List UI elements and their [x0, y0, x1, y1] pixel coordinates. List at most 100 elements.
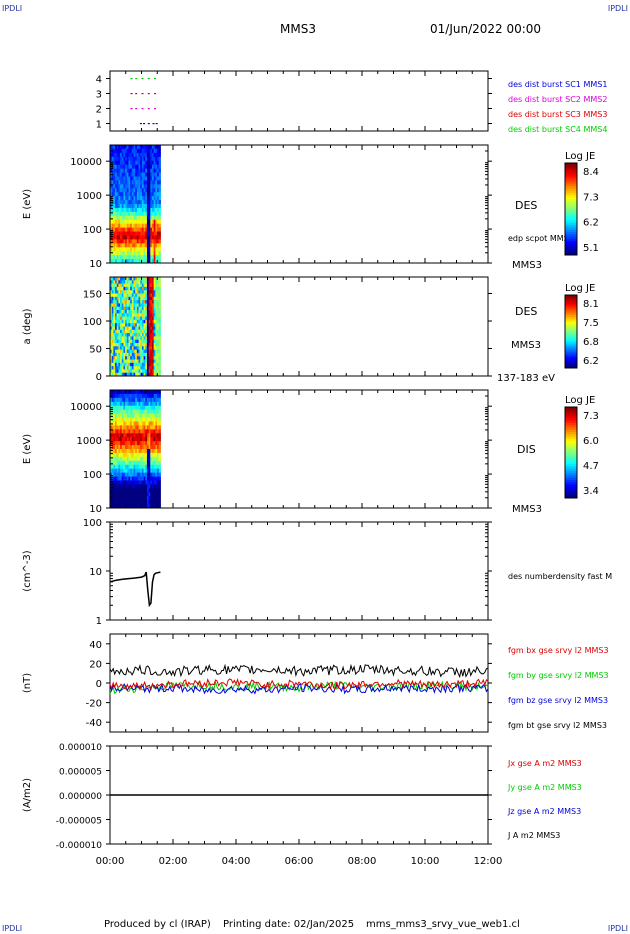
colorbar-tick-label: 6.2 — [583, 218, 599, 229]
spectrogram-cell — [157, 168, 160, 174]
spectrogram-cell — [148, 204, 151, 209]
spectrogram-cell — [121, 168, 124, 174]
spectrogram-cell — [157, 306, 160, 311]
spectrogram-cell — [152, 156, 155, 162]
spectrogram-cell — [126, 313, 129, 318]
spectrogram-cell — [133, 504, 136, 509]
colorbar-segment — [565, 327, 577, 331]
spectrogram-cell — [120, 339, 123, 344]
spectrogram-cell — [153, 452, 156, 458]
spectrogram-cell — [110, 429, 113, 434]
spectrogram-cell — [150, 372, 153, 377]
spectrogram-cell — [131, 437, 135, 442]
spectrogram-cell — [120, 372, 123, 377]
spectrogram-cell — [116, 184, 119, 189]
spectrogram-cell — [116, 401, 119, 407]
spectrogram-cell — [136, 359, 140, 364]
spectrogram-cell — [128, 219, 131, 225]
spectrogram-cell — [116, 366, 119, 370]
spectrogram-cell — [126, 293, 129, 298]
spectrogram-cell — [123, 362, 126, 367]
spectrogram-cell — [150, 421, 153, 426]
spectrogram-cell — [118, 500, 121, 505]
spectrogram-cell — [111, 180, 114, 185]
spectrogram-cell — [148, 247, 151, 252]
spectrogram-cell — [128, 215, 131, 221]
spectrogram-cell — [118, 148, 121, 154]
spectrogram-cell — [126, 196, 129, 201]
spectrogram-cell — [126, 227, 129, 233]
spectrogram-cell — [131, 280, 135, 285]
spectrogram-cell — [118, 204, 121, 209]
spectrogram-cell — [120, 251, 123, 256]
spectrogram-cell — [130, 449, 133, 454]
spectrogram-cell — [118, 152, 121, 158]
spectrogram-cell — [135, 333, 138, 337]
spectrogram-cell — [150, 323, 153, 327]
spectrogram-cell — [146, 413, 150, 419]
spectrogram-cell — [150, 393, 153, 399]
spectrogram-cell — [143, 452, 146, 458]
spectrogram-cell — [143, 329, 146, 334]
spectrogram-cell — [145, 148, 148, 154]
spectrogram-cell — [158, 239, 161, 244]
spectrogram-cell — [118, 316, 121, 321]
spectrogram-cell — [121, 488, 124, 493]
spectrogram-cell — [136, 441, 140, 446]
spectrogram-cell — [135, 417, 138, 422]
spectrogram-cell — [123, 316, 126, 321]
spectrogram-cell — [140, 172, 143, 177]
spectrogram-cell — [141, 231, 145, 236]
spectrogram-cell — [157, 346, 160, 351]
spectrogram-cell — [148, 336, 151, 341]
current-legend-entry: Jy gse A m2 MMS3 — [507, 783, 582, 792]
spectrogram-cell — [141, 339, 145, 344]
spectrogram-cell — [140, 484, 143, 489]
spectrogram-cell — [158, 180, 161, 185]
spectrogram-cell — [128, 316, 131, 321]
spectrogram-cell — [121, 372, 124, 377]
spectrogram-cell — [143, 255, 146, 260]
spectrogram-cell — [125, 223, 128, 229]
spectrogram-cell — [141, 472, 145, 478]
spectrogram-cell — [116, 500, 119, 505]
spectrogram-cell — [130, 452, 133, 458]
spectrogram-cell — [145, 437, 148, 442]
spectrogram-cell — [155, 372, 158, 377]
spectrogram-cell — [138, 401, 141, 407]
spectrogram-cell — [158, 152, 161, 158]
spectrogram-cell — [148, 200, 151, 205]
spectrogram-cell — [150, 204, 153, 209]
spectrogram-cell — [110, 204, 113, 209]
spectrogram-cell — [111, 277, 114, 281]
colorbar-segment — [565, 482, 577, 485]
spectrogram-cell — [135, 429, 138, 434]
spectrogram-cell — [110, 369, 113, 374]
spectrogram-cell — [120, 326, 123, 331]
spectrogram-cell — [120, 188, 123, 193]
spectrogram-cell — [128, 356, 131, 360]
spectrogram-cell — [158, 211, 161, 217]
spectrogram-cell — [153, 243, 156, 248]
x-tick-label: 08:00 — [348, 856, 377, 867]
spectrogram-cell — [116, 156, 119, 162]
spectrogram-cell — [126, 349, 129, 354]
spectrogram-cell — [133, 472, 136, 478]
dis-energy-panel-frame — [109, 389, 489, 509]
spectrogram-cell — [158, 456, 161, 462]
spectrogram-cell — [143, 433, 146, 438]
spectrogram-cell — [116, 168, 119, 174]
spectrogram-cell — [131, 362, 135, 367]
spectrogram-cell — [138, 356, 141, 360]
spectrogram-cell — [120, 496, 123, 501]
spectrogram-cell — [110, 296, 113, 301]
spectrogram-cell — [128, 346, 131, 351]
spectrogram-cell — [120, 323, 123, 327]
spectrogram-cell — [123, 429, 126, 434]
spectrogram-cell — [157, 359, 160, 364]
spectrogram-cell — [118, 259, 121, 264]
spectrogram-cell — [155, 313, 158, 318]
pitch-angle-panel-frame — [109, 276, 489, 377]
spectrogram-cell — [141, 296, 145, 301]
spectrogram-cell — [135, 148, 138, 154]
